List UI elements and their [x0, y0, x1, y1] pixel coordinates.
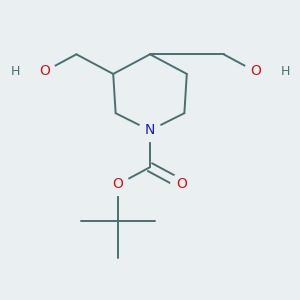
- Text: O: O: [39, 64, 50, 79]
- Text: O: O: [113, 177, 124, 191]
- Circle shape: [33, 60, 56, 82]
- Circle shape: [244, 60, 267, 82]
- Circle shape: [171, 173, 193, 195]
- Text: O: O: [176, 177, 187, 191]
- Circle shape: [139, 119, 161, 141]
- Text: H: H: [11, 65, 20, 78]
- Text: O: O: [250, 64, 261, 79]
- Text: H: H: [280, 65, 289, 78]
- Text: N: N: [145, 123, 155, 137]
- Circle shape: [107, 173, 129, 195]
